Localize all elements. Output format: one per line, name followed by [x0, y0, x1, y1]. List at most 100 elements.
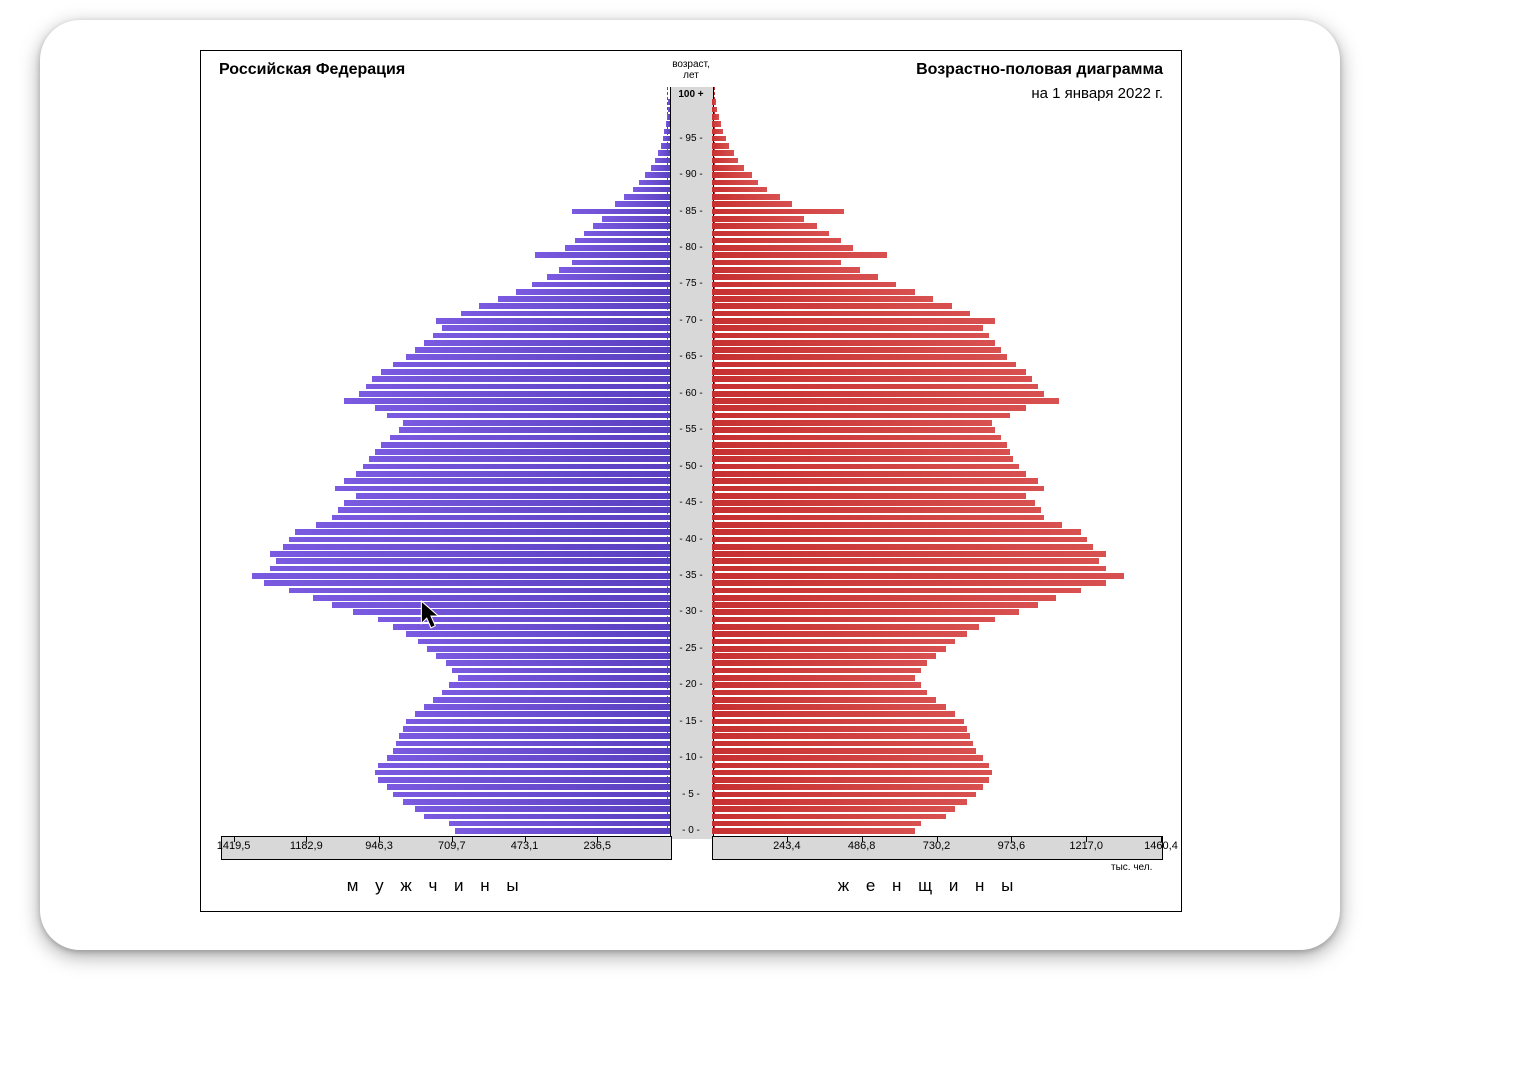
female-bar-age-87 — [712, 194, 780, 200]
male-bar-age-11 — [393, 748, 670, 754]
female-bar-age-67 — [712, 340, 995, 346]
female-bar-age-89 — [712, 180, 758, 186]
female-bar-age-38 — [712, 551, 1106, 557]
female-bar-age-93 — [712, 150, 734, 156]
male-bar-age-12 — [396, 741, 670, 747]
female-bar-age-58 — [712, 405, 1026, 411]
female-bar-age-34 — [712, 580, 1106, 586]
female-bar-age-92 — [712, 158, 738, 164]
y-axis-title: возраст, лет — [672, 59, 710, 81]
male-bar-age-18 — [433, 697, 670, 703]
female-bar-age-28 — [712, 624, 979, 630]
female-bar-age-74 — [712, 289, 915, 295]
male-bar-age-46 — [356, 493, 670, 499]
male-bar-age-82 — [584, 231, 670, 237]
female-bar-age-26 — [712, 639, 955, 645]
male-bar-age-4 — [403, 799, 670, 805]
y-tick-25: - 25 - — [672, 643, 710, 654]
male-bar-age-71 — [461, 311, 670, 317]
y-tick-40: - 40 - — [672, 534, 710, 545]
female-bar-age-66 — [712, 347, 1001, 353]
female-bar-age-68 — [712, 333, 989, 339]
male-bar-age-3 — [415, 806, 670, 812]
y-tick-0: - 0 - — [672, 825, 710, 836]
female-bar-age-4 — [712, 799, 967, 805]
female-bar-age-73 — [712, 296, 933, 302]
female-bar-age-12 — [712, 741, 973, 747]
male-bar-age-26 — [418, 639, 670, 645]
male-bar-age-77 — [559, 267, 670, 273]
female-bar-age-90 — [712, 172, 752, 178]
male-bar-age-91 — [651, 165, 670, 171]
male-bar-age-48 — [344, 478, 670, 484]
y-tick-top: 100 + — [674, 89, 708, 100]
male-bar-age-94 — [661, 143, 670, 149]
male-bar-age-20 — [449, 682, 670, 688]
female-bar-age-43 — [712, 515, 1044, 521]
female-bar-age-78 — [712, 260, 841, 266]
female-bar-age-99 — [712, 107, 717, 113]
female-bar-age-13 — [712, 733, 970, 739]
female-bar-age-59 — [712, 398, 1059, 404]
male-bar-age-65 — [406, 354, 670, 360]
male-bar-age-24 — [436, 653, 670, 659]
male-bar-age-93 — [658, 150, 670, 156]
y-tick-5: - 5 - — [672, 789, 710, 800]
female-bar-age-16 — [712, 711, 955, 717]
male-bar-age-98 — [667, 114, 670, 120]
male-bar-age-17 — [424, 704, 670, 710]
y-tick-45: - 45 - — [672, 497, 710, 508]
male-bar-age-74 — [516, 289, 670, 295]
male-bar-age-95 — [663, 136, 670, 142]
female-bar-age-50 — [712, 464, 1019, 470]
male-bar-age-62 — [372, 376, 670, 382]
female-bar-age-54 — [712, 435, 1001, 441]
female-bar-age-86 — [712, 201, 792, 207]
male-bar-age-67 — [424, 340, 670, 346]
female-bar-age-84 — [712, 216, 804, 222]
female-bar-age-21 — [712, 675, 915, 681]
male-bar-age-53 — [381, 442, 670, 448]
female-bar-age-18 — [712, 697, 936, 703]
male-bar-age-42 — [316, 522, 670, 528]
female-bar-age-65 — [712, 354, 1007, 360]
male-bar-age-96 — [664, 129, 670, 135]
male-bar-age-0 — [455, 828, 670, 834]
y-tick-60: - 60 - — [672, 388, 710, 399]
male-bar-age-43 — [332, 515, 670, 521]
female-bar-age-27 — [712, 631, 967, 637]
female-bar-age-37 — [712, 558, 1099, 564]
male-bar-age-51 — [369, 456, 670, 462]
male-bar-age-34 — [264, 580, 670, 586]
female-bar-age-0 — [712, 828, 915, 834]
title-right: Возрастно-половая диаграмма — [916, 61, 1163, 79]
title-left: Российская Федерация — [219, 61, 405, 79]
male-bar-age-38 — [270, 551, 670, 557]
male-bar-age-50 — [363, 464, 670, 470]
male-bar-age-21 — [458, 675, 670, 681]
subtitle-right: на 1 января 2022 г. — [1031, 85, 1163, 102]
male-bar-age-52 — [375, 449, 670, 455]
female-bar-age-40 — [712, 537, 1087, 543]
male-bar-age-7 — [378, 777, 670, 783]
female-bar-age-79 — [712, 252, 887, 258]
female-bar-age-3 — [712, 806, 955, 812]
female-bar-age-36 — [712, 566, 1106, 572]
female-bar-age-14 — [712, 726, 967, 732]
female-bar-age-22 — [712, 668, 921, 674]
y-tick-50: - 50 - — [672, 461, 710, 472]
female-bar-age-23 — [712, 660, 927, 666]
male-bar-age-84 — [602, 216, 670, 222]
male-bar-age-27 — [406, 631, 670, 637]
male-bar-age-25 — [427, 646, 670, 652]
female-bar-age-5 — [712, 792, 976, 798]
female-bar-age-17 — [712, 704, 946, 710]
female-bar-age-31 — [712, 602, 1038, 608]
female-bar-age-19 — [712, 690, 927, 696]
male-bar-age-40 — [289, 537, 670, 543]
male-bar-age-47 — [335, 486, 670, 492]
female-bar-age-7 — [712, 777, 989, 783]
male-bar-age-59 — [344, 398, 670, 404]
female-bar-age-48 — [712, 478, 1038, 484]
y-tick-35: - 35 - — [672, 570, 710, 581]
